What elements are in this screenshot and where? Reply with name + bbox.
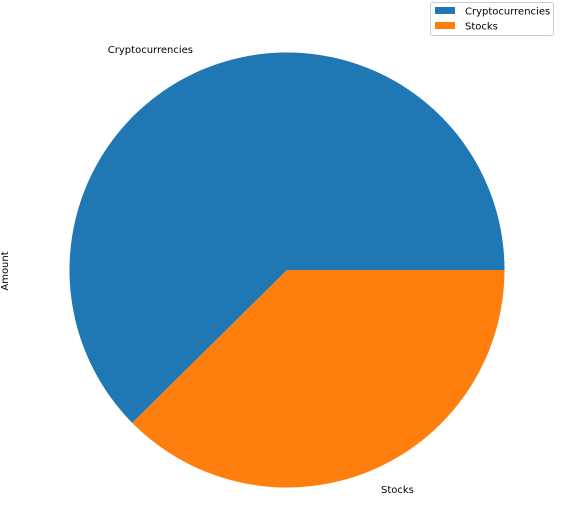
legend: Cryptocurrencies Stocks bbox=[430, 2, 554, 36]
legend-label-cryptocurrencies: Cryptocurrencies bbox=[465, 7, 550, 18]
slice-labels: Cryptocurrencies Stocks bbox=[108, 45, 414, 496]
legend-swatch-cryptocurrencies bbox=[435, 7, 455, 14]
legend-label-stocks: Stocks bbox=[465, 22, 498, 33]
pie-slice-stocks bbox=[132, 270, 505, 488]
slice-label-cryptocurrencies: Cryptocurrencies bbox=[108, 45, 193, 56]
legend-swatch-stocks bbox=[435, 22, 455, 29]
y-axis-label: Amount bbox=[0, 251, 11, 290]
pie-slices bbox=[69, 52, 505, 488]
slice-label-stocks: Stocks bbox=[381, 485, 414, 496]
pie-slice-cryptocurrencies bbox=[69, 52, 505, 423]
legend-frame bbox=[430, 2, 554, 36]
